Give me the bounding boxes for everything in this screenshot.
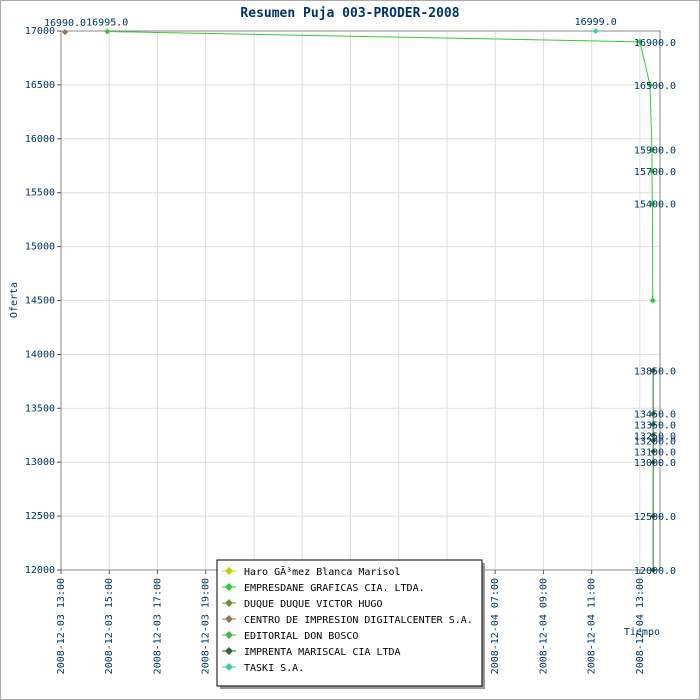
data-label: 15900.0 [634,146,676,157]
legend-swatch [225,567,233,575]
y-axis: 12000 12500 13000 13500 14000 14500 15000 15500… [25,26,61,576]
data-point [650,448,657,455]
y-tick-label: 17000 [25,26,55,37]
y-tick-label: 12000 [25,565,55,576]
data-labels: 16995.0 16900.0 16500.0 15900.0 15700.0 15400… [44,17,676,577]
legend-entry: EDITORIAL DON BOSCO [244,631,358,642]
data-label: 16900.0 [634,38,676,49]
data-label: 13000.0 [634,458,676,469]
data-point [650,367,657,374]
data-label: 12000.0 [634,566,676,577]
data-point [650,437,657,444]
data-point [648,168,655,175]
data-point [650,513,657,520]
y-tick-label: 15000 [25,242,55,253]
y-tick-label: 14500 [25,296,55,307]
data-label: 13100.0 [634,447,676,458]
data-label: 16999.0 [575,17,617,28]
data-label: 15400.0 [634,199,676,210]
data-point [646,81,653,88]
x-tick-label: 2008-12-03 15:00 [104,578,115,674]
x-tick-label: 2008-12-04 11:00 [587,578,598,674]
data-label: 13200.0 [634,437,676,448]
y-tick-label: 13500 [25,403,55,414]
data-label: 15700.0 [634,167,676,178]
data-point [636,38,643,45]
x-axis-label: Tiempo [624,627,660,638]
x-tick-label: 2008-12-03 13:00 [56,578,67,674]
data-point [650,421,657,428]
legend-entry: DUQUE DUQUE VICTOR HUGO [244,599,382,610]
legend-box [216,559,483,687]
series [62,28,657,573]
x-tick-label: 2008-12-03 19:00 [201,578,212,674]
data-point [648,146,655,153]
legend-entry: TASKI S.A. [244,663,304,674]
y-tick-label: 12500 [25,511,55,522]
data-point [650,410,657,417]
data-point [592,28,599,35]
y-tick-label: 16000 [25,134,55,145]
data-point [649,200,656,207]
y-tick-label: 15500 [25,188,55,199]
data-label: 13450.0 [634,410,676,421]
chart-title: Resumen Puja 003-PRODER-2008 [240,6,459,21]
data-label: 13250.0 [634,431,676,442]
data-point [650,432,657,439]
data-point [62,29,69,36]
x-tick-label: 2008-12-04 09:00 [538,578,549,674]
legend-swatch [225,663,233,671]
data-point [649,297,656,304]
data-point [650,459,657,466]
data-label: 16995.0 [86,18,128,29]
legend-swatch [225,615,233,623]
data-label: 16500.0 [634,81,676,92]
data-point [104,28,111,35]
data-label: 13850.0 [634,367,676,378]
y-tick-label: 13000 [25,457,55,468]
legend-swatch [225,631,233,639]
y-tick-label: 16500 [25,80,55,91]
y-axis-label: Oferta [9,282,20,318]
data-label: 16990.0 [44,18,86,29]
data-label: 12500.0 [634,512,676,523]
data-label: 13350.0 [634,420,676,431]
legend: Haro GÃ³mez Blanca Marisol EMPRESDANE GRA… [216,559,485,689]
legend-entry: IMPRENTA MARISCAL CIA LTDA [244,647,401,658]
y-tick-label: 14000 [25,349,55,360]
legend-entry: EMPRESDANE GRAFICAS CIA. LTDA. [244,583,425,594]
x-tick-label: 2008-12-03 17:00 [152,578,163,674]
legend-entry: Haro GÃ³mez Blanca Marisol [244,565,401,578]
legend-swatch [225,647,233,655]
legend-swatch [225,599,233,607]
legend-entry: CENTRO DE IMPRESION DIGITALCENTER S.A. [244,615,473,626]
data-point [650,567,657,573]
x-tick-label: 2008-12-04 13:00 [635,578,646,674]
x-tick-label: 2008-12-04 07:00 [490,578,501,674]
legend-swatch [225,583,233,591]
